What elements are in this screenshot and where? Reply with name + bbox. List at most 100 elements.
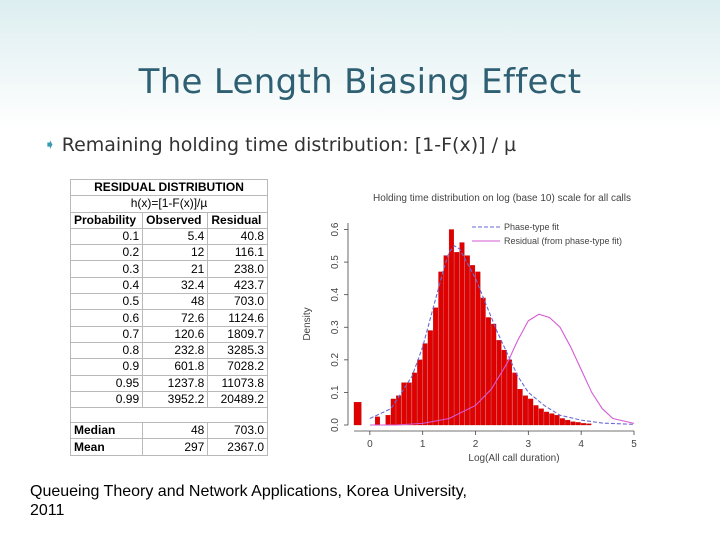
table-cell: 3285.3 xyxy=(207,341,268,360)
histogram-bar xyxy=(522,395,528,426)
x-tick-label: 2 xyxy=(473,439,479,450)
summary-label: Median xyxy=(69,422,144,440)
table-cell: 120.6 xyxy=(142,325,209,343)
histogram-bar xyxy=(533,405,539,426)
histogram-bar xyxy=(454,252,460,426)
table-cell: 1124.6 xyxy=(207,309,268,327)
histogram-bar xyxy=(475,271,481,426)
y-tick-label: 0.0 xyxy=(330,418,341,432)
table-cell: 0.4 xyxy=(69,276,144,295)
histogram-bar xyxy=(554,415,560,426)
histogram-bar xyxy=(374,416,380,426)
table-summary-row: Mean 297 2367.0 xyxy=(69,438,268,456)
table-header-probability: Probability xyxy=(69,211,144,229)
table-cell: 11073.8 xyxy=(207,374,268,392)
histogram-bar xyxy=(559,418,565,426)
table-cell: 48 xyxy=(142,293,209,311)
table-title: RESIDUAL DISTRIBUTION xyxy=(70,178,268,197)
histogram-bar xyxy=(433,307,439,426)
table-cell: 238.0 xyxy=(207,260,268,278)
table-cell: 20489.2 xyxy=(207,390,268,409)
table-row: 0.5 48 703.0 xyxy=(69,293,268,311)
table-cell: 0.5 xyxy=(69,293,144,311)
table-header-residual: Residual xyxy=(207,211,268,229)
table-cell: 0.95 xyxy=(69,374,144,392)
histogram-bar xyxy=(438,271,444,426)
summary-cell: 703.0 xyxy=(207,422,268,440)
table-cell: 1809.7 xyxy=(207,325,268,343)
table-cell: 40.8 xyxy=(207,227,268,246)
histogram-bar xyxy=(517,389,523,426)
table-cell: 32.4 xyxy=(142,276,209,295)
x-tick-label: 5 xyxy=(631,439,637,450)
bullet-point: ➧ Remaining holding time distribution: [1… xyxy=(44,134,516,156)
histogram-bar xyxy=(448,229,454,426)
y-tick-label: 0.5 xyxy=(330,255,341,269)
bullet-text: Remaining holding time distribution: [1-… xyxy=(61,134,517,156)
slide-title: The Length Biasing Effect xyxy=(138,62,582,102)
histogram-bar xyxy=(570,421,576,426)
footer-line-2: 2011 xyxy=(30,502,65,519)
table-cell: 0.7 xyxy=(69,325,144,343)
summary-cell: 48 xyxy=(142,422,209,440)
table-formula: h(x)=[1-F(x)]/µ xyxy=(70,195,268,213)
table-cell: 1237.8 xyxy=(142,374,209,392)
histogram-bar xyxy=(411,372,417,426)
table-cell: 703.0 xyxy=(207,293,268,311)
histogram-svg: 0 1 2 3 4 5 0.0 0.1 0.2 0.3 0.4 0.5 0.6 Holding time … xyxy=(302,193,637,464)
table-row: 0.99 3952.2 20489.2 xyxy=(69,390,268,409)
legend-label: Residual (from phase-type fit) xyxy=(504,236,622,246)
table-row: 0.95 1237.8 11073.8 xyxy=(69,374,268,392)
histogram-bar xyxy=(427,330,433,426)
histogram-bar xyxy=(565,419,571,426)
table-cell: 0.6 xyxy=(69,309,144,327)
table-cell: 5.4 xyxy=(142,227,209,246)
histogram-bar xyxy=(544,411,550,426)
table-cell: 0.99 xyxy=(69,390,144,409)
table-cell: 21 xyxy=(142,260,209,278)
table-spacer-cell xyxy=(70,407,268,424)
histogram-bar xyxy=(464,255,470,426)
summary-label: Mean xyxy=(69,438,144,456)
table-row: 0.6 72.6 1124.6 xyxy=(69,309,268,327)
residual-line xyxy=(369,313,635,426)
histogram-bar xyxy=(417,359,423,426)
histogram-bar xyxy=(480,297,486,426)
y-axis-label: Density xyxy=(302,307,313,340)
histogram-bar xyxy=(501,349,507,426)
y-tick-label: 0.2 xyxy=(330,352,341,366)
histogram-bar xyxy=(443,255,449,426)
table-cell: 0.1 xyxy=(69,227,144,246)
histogram-bar xyxy=(491,323,497,426)
histogram-bar xyxy=(485,317,491,426)
table-cell: 423.7 xyxy=(207,276,268,295)
chart-title: Holding time distribution on log (base 1… xyxy=(373,193,631,204)
x-axis-label: Log(All call duration) xyxy=(468,453,559,464)
table-cell: 601.8 xyxy=(142,358,209,376)
histogram-bar xyxy=(422,343,428,426)
table-cell: 12 xyxy=(142,244,209,262)
table-cell: 7028.2 xyxy=(207,358,268,376)
histogram-bar xyxy=(512,372,518,426)
table-cell: 0.3 xyxy=(69,260,144,278)
y-tick-label: 0.4 xyxy=(330,287,341,301)
table-cell: 116.1 xyxy=(207,244,268,262)
table-cell: 72.6 xyxy=(142,309,209,327)
table-header-observed: Observed xyxy=(142,211,209,229)
histogram-plot: 0 1 2 3 4 5 0.0 0.1 0.2 0.3 0.4 0.5 0.6 Holding time … xyxy=(296,185,646,465)
x-tick-label: 0 xyxy=(367,439,373,450)
table-cell: 0.9 xyxy=(69,358,144,376)
histogram-bar xyxy=(581,423,587,426)
table-row: 0.1 5.4 40.8 xyxy=(69,227,268,246)
histogram-bar xyxy=(575,422,581,426)
table-row: 0.7 120.6 1809.7 xyxy=(69,325,268,343)
x-tick-label: 3 xyxy=(526,439,532,450)
histogram-bar xyxy=(528,398,534,426)
table-row: 0.4 32.4 423.7 xyxy=(69,276,268,295)
table-spacer-row xyxy=(70,407,268,424)
histogram-bar xyxy=(507,359,513,426)
phase-type-fit-line xyxy=(369,245,635,425)
table-cell: 0.2 xyxy=(69,244,144,262)
table-cell: 232.8 xyxy=(142,341,209,360)
legend-label: Phase-type fit xyxy=(504,222,560,232)
